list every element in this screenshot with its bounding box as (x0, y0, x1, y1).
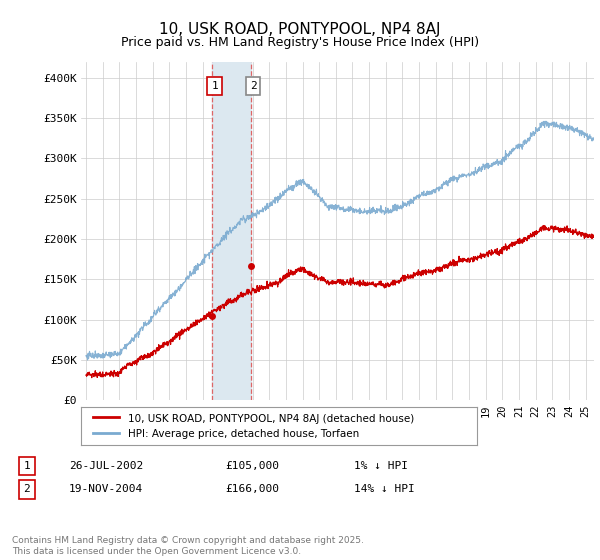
Text: 2: 2 (23, 484, 31, 494)
Text: 2: 2 (250, 81, 256, 91)
Text: 19-NOV-2004: 19-NOV-2004 (69, 484, 143, 494)
Text: 10, USK ROAD, PONTYPOOL, NP4 8AJ: 10, USK ROAD, PONTYPOOL, NP4 8AJ (159, 22, 441, 38)
Text: 1: 1 (211, 81, 218, 91)
Bar (212, 62, 251, 400)
Text: 14% ↓ HPI: 14% ↓ HPI (354, 484, 415, 494)
Text: Price paid vs. HM Land Registry's House Price Index (HPI): Price paid vs. HM Land Registry's House … (121, 36, 479, 49)
Text: 26-JUL-2002: 26-JUL-2002 (69, 461, 143, 471)
Text: £166,000: £166,000 (225, 484, 279, 494)
Legend: 10, USK ROAD, PONTYPOOL, NP4 8AJ (detached house), HPI: Average price, detached : 10, USK ROAD, PONTYPOOL, NP4 8AJ (detach… (90, 410, 417, 442)
Text: Contains HM Land Registry data © Crown copyright and database right 2025.
This d: Contains HM Land Registry data © Crown c… (12, 536, 364, 556)
Text: 1: 1 (23, 461, 31, 471)
Text: £105,000: £105,000 (225, 461, 279, 471)
Text: 1% ↓ HPI: 1% ↓ HPI (354, 461, 408, 471)
